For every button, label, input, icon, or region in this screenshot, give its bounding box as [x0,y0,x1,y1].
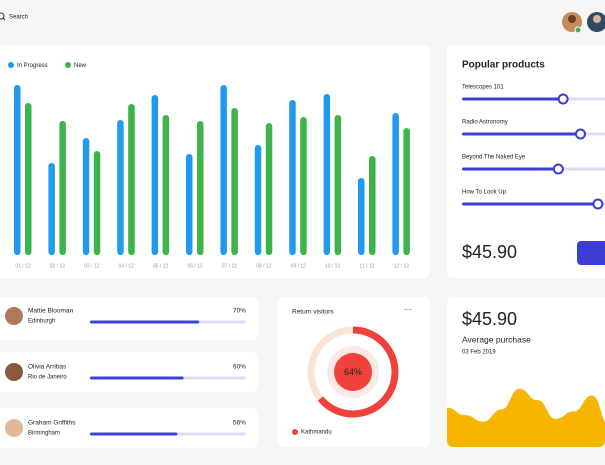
avatar [5,307,23,325]
menu-icon[interactable]: ··· [404,305,412,314]
search-icon [2,17,6,21]
bar [358,178,365,255]
bar [265,123,273,255]
x-tick-label: 11 / 12 [360,263,375,269]
bar [403,128,410,255]
person-card [0,297,258,340]
bar [186,154,193,255]
date: 03 Feb 2019 [462,350,496,356]
x-tick-label: 04 / 12 [119,263,135,269]
bar [300,117,307,255]
x-tick-label: 09 / 12 [291,263,307,269]
bar [128,104,135,255]
legend-dot [65,62,71,68]
person-card [0,352,258,392]
donut-arc [307,326,399,418]
price: $45.90 [462,242,517,262]
status-dot [574,26,582,34]
x-tick-label: 03 / 12 [84,263,100,269]
legend-dot [292,429,298,435]
percent-label: 60% [233,364,246,371]
slider-label: Beyond The Naked Eye [462,155,526,161]
percent-label: 56% [233,420,246,427]
x-tick-label: 01 / 12 [15,263,31,269]
slider-label: How To Look Up [462,190,507,196]
donut-label: 64% [344,367,362,377]
x-tick-label: 10 / 12 [325,263,341,269]
bar [93,151,101,255]
legend-dot [8,62,14,68]
avatar [5,419,23,437]
buy-button[interactable] [577,241,605,265]
slider-fill [462,132,581,136]
legend-label: New [74,63,87,69]
slider-fill [462,97,564,101]
person-city: Rio de Janeiro [28,375,67,381]
person-name: Mattie Blooman [28,308,74,315]
progress-bar [90,376,184,380]
bar [25,103,32,255]
search-icon[interactable] [0,12,5,20]
bar [231,108,238,255]
x-tick-label: 12 / 12 [394,263,410,269]
bar [369,156,376,255]
bar [392,113,399,255]
slider-thumb[interactable] [552,163,564,175]
x-tick-label: 07 / 12 [222,263,238,269]
x-tick-label: 06 / 12 [187,263,203,269]
bar [162,115,170,255]
bar [59,121,66,255]
area [447,388,605,447]
progress-bar [90,320,200,324]
bar [323,94,331,255]
person-city: Edinburgh [28,319,55,325]
bar [117,120,124,255]
amount: $45.90 [462,309,517,329]
progress-bar [90,432,178,436]
legend-label: Kathmandu [301,430,332,436]
avatar [593,15,601,23]
slider-label: Telescopes 101 [462,85,504,91]
person-name: Olivia Arribas [28,364,67,371]
avatar [568,15,576,23]
slider-fill [462,202,598,206]
x-tick-label: 02 / 12 [50,263,66,269]
bar [289,100,296,255]
x-tick-label: 05 / 12 [153,263,169,269]
bar [48,163,55,255]
bar [197,121,204,255]
products-title: Popular products [462,60,545,71]
bar [151,95,159,255]
avatar [5,363,23,381]
visitors-title: Return visitors [292,309,334,316]
slider-thumb[interactable] [557,93,569,105]
bar [220,85,227,255]
bar [254,145,262,255]
percent-label: 70% [233,308,246,315]
bar [334,115,342,255]
person-card [0,408,258,448]
legend-label: In Progress [17,63,48,69]
bar [14,85,21,255]
person-city: Birmingham [28,431,60,437]
amount-label: Average purchase [462,334,531,344]
person-name: Graham Griffiths [28,420,76,427]
chart-card [0,45,430,278]
search-input[interactable]: Search [9,15,28,21]
slider-label: Radio Astronomy [462,120,508,126]
slider-thumb[interactable] [575,128,586,140]
x-tick-label: 08 / 12 [256,263,272,269]
donut-center [334,353,372,391]
slider-fill [462,167,559,171]
purchase-card [447,297,605,447]
bar [82,138,90,255]
slider-thumb[interactable] [592,198,604,210]
